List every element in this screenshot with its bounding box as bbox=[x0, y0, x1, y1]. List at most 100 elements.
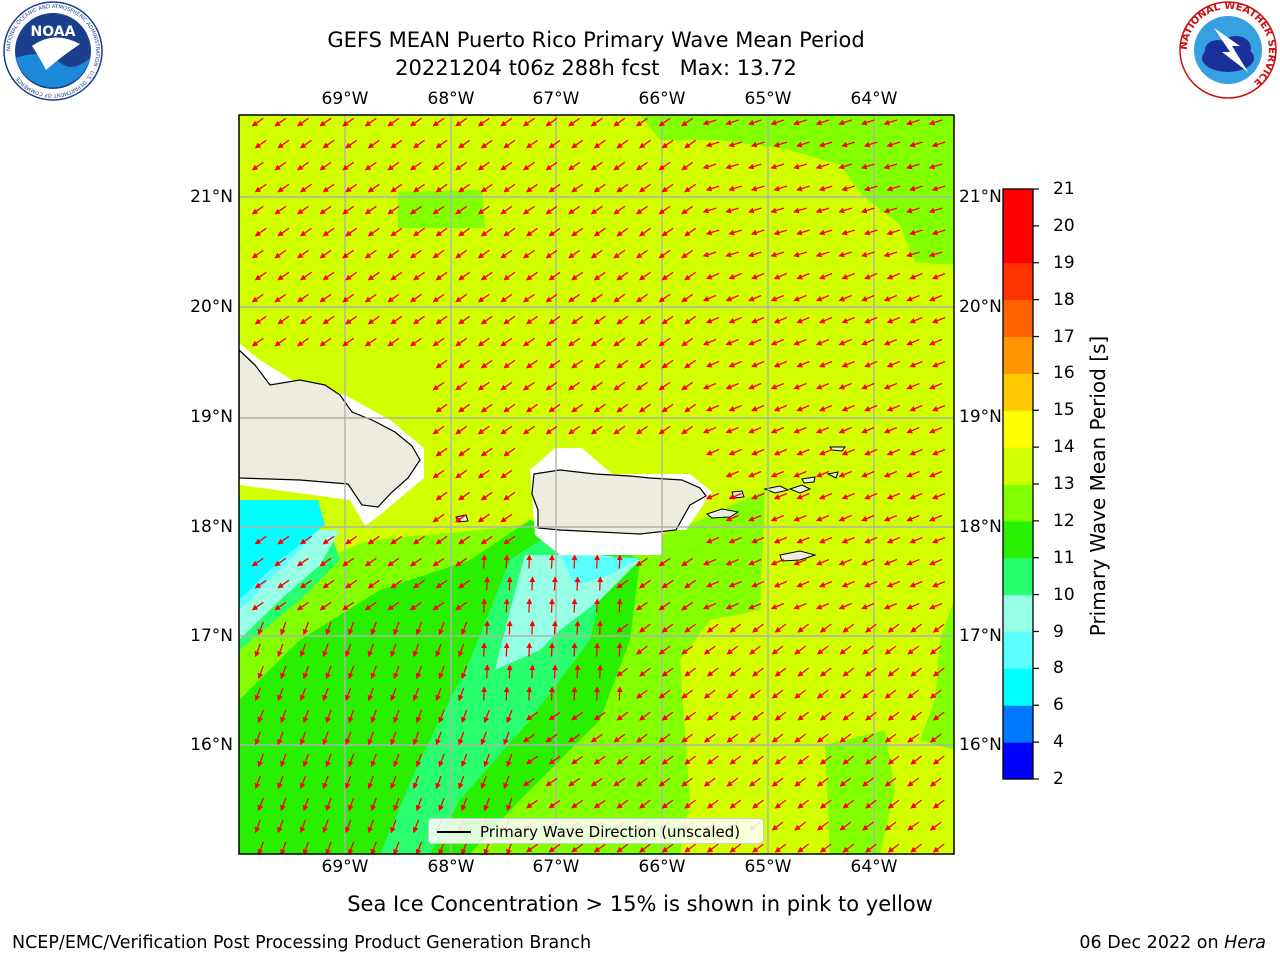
wave-direction-arrow bbox=[906, 558, 920, 566]
wave-direction-arrow bbox=[348, 797, 355, 812]
wave-direction-arrow bbox=[590, 733, 603, 743]
wave-direction-arrow bbox=[725, 558, 739, 566]
wave-direction-arrow bbox=[793, 514, 807, 522]
wave-direction-arrow bbox=[254, 183, 267, 193]
wave-direction-arrow bbox=[254, 315, 267, 325]
wave-direction-arrow bbox=[367, 687, 374, 702]
wave-direction-arrow bbox=[702, 251, 717, 258]
wave-direction-arrow bbox=[794, 689, 806, 699]
wave-direction-arrow bbox=[506, 709, 513, 724]
wave-direction-arrow bbox=[684, 183, 697, 193]
wave-direction-arrow bbox=[729, 755, 742, 765]
lat-tick-left-21: 21°N bbox=[190, 187, 233, 207]
wave-direction-arrow bbox=[932, 711, 945, 721]
wave-direction-arrow bbox=[815, 119, 830, 126]
wave-direction-arrow bbox=[639, 755, 651, 765]
wave-direction-arrow bbox=[661, 271, 674, 281]
wave-direction-arrow bbox=[797, 799, 809, 809]
wave-direction-arrow bbox=[393, 665, 400, 680]
wave-direction-arrow bbox=[658, 645, 671, 655]
wave-direction-arrow bbox=[435, 643, 442, 658]
wave-direction-arrow bbox=[681, 601, 694, 611]
colorbar-tick-8: 8 bbox=[1053, 658, 1064, 679]
wave-direction-arrow bbox=[545, 161, 558, 171]
wave-direction-arrow bbox=[503, 359, 516, 369]
wave-direction-arrow bbox=[931, 316, 946, 324]
wave-direction-arrow bbox=[522, 381, 535, 391]
wave-direction-arrow bbox=[932, 843, 945, 853]
colorbar-tick-15: 15 bbox=[1053, 400, 1075, 421]
wave-direction-arrow bbox=[797, 843, 809, 853]
wave-direction-arrow bbox=[928, 514, 943, 522]
wave-direction-arrow bbox=[274, 293, 287, 303]
wave-direction-arrow bbox=[503, 447, 516, 457]
wave-direction-arrow bbox=[774, 799, 787, 809]
wave-direction-arrow bbox=[477, 513, 490, 523]
wave-direction-arrow bbox=[819, 843, 832, 853]
wave-direction-arrow bbox=[729, 711, 742, 721]
wave-direction-arrow bbox=[412, 819, 420, 834]
wave-direction-arrow bbox=[390, 271, 403, 281]
wave-direction-arrow bbox=[864, 316, 878, 324]
wave-direction-arrow bbox=[367, 731, 374, 746]
wave-direction-arrow bbox=[748, 514, 762, 522]
wave-direction-arrow bbox=[860, 207, 875, 214]
wave-direction-arrow bbox=[299, 535, 312, 545]
wave-direction-arrow bbox=[861, 602, 875, 610]
wave-direction-arrow bbox=[480, 403, 493, 413]
lat-tick-left-16: 16°N bbox=[190, 735, 233, 755]
wave-direction-arrow bbox=[841, 141, 855, 148]
wave-direction-arrow bbox=[661, 183, 674, 193]
wave-direction-arrow bbox=[526, 598, 533, 613]
caption: Sea Ice Concentration > 15% is shown in … bbox=[347, 892, 933, 916]
map-frame bbox=[238, 114, 955, 855]
wave-direction-arrow bbox=[794, 821, 806, 831]
wave-direction-arrow bbox=[432, 293, 445, 303]
wave-direction-arrow bbox=[548, 799, 561, 809]
wave-direction-arrow bbox=[277, 775, 284, 790]
wave-direction-arrow bbox=[325, 709, 332, 724]
wave-direction-arrow bbox=[590, 293, 603, 303]
wave-direction-arrow bbox=[684, 623, 696, 633]
wave-direction-arrow bbox=[661, 667, 674, 677]
wave-direction-arrow bbox=[793, 558, 807, 566]
wave-direction-arrow bbox=[319, 117, 332, 127]
wave-direction-arrow bbox=[367, 227, 380, 237]
wave-direction-arrow bbox=[613, 117, 626, 127]
wave-direction-arrow bbox=[728, 360, 742, 368]
wave-direction-arrow bbox=[818, 404, 833, 412]
wave-direction-arrow bbox=[929, 645, 942, 655]
wave-direction-arrow bbox=[793, 382, 807, 390]
wave-direction-arrow bbox=[480, 447, 493, 457]
wave-direction-arrow bbox=[751, 404, 765, 412]
wave-direction-arrow bbox=[883, 207, 898, 214]
wave-direction-arrow bbox=[322, 643, 329, 658]
wave-direction-arrow bbox=[455, 425, 468, 435]
wave-direction-arrow bbox=[481, 642, 488, 657]
wave-direction-arrow bbox=[480, 227, 493, 237]
wave-direction-arrow bbox=[302, 709, 310, 724]
wave-direction-arrow bbox=[545, 777, 558, 787]
wave-direction-arrow bbox=[702, 338, 717, 346]
wave-direction-arrow bbox=[302, 753, 310, 768]
wave-direction-arrow bbox=[706, 623, 719, 633]
wave-direction-arrow bbox=[525, 315, 538, 325]
lat-tick-right-19: 19°N bbox=[959, 407, 1002, 427]
wave-direction-arrow bbox=[841, 272, 855, 280]
wave-direction-arrow bbox=[364, 293, 377, 303]
colorbar-tick-2: 2 bbox=[1053, 769, 1064, 789]
wave-direction-arrow bbox=[522, 425, 535, 435]
colorbar-tick-4: 4 bbox=[1053, 732, 1064, 753]
wave-direction-arrow bbox=[545, 249, 558, 259]
wave-direction-arrow bbox=[500, 425, 513, 435]
colorbar-bin-19 bbox=[1003, 225, 1033, 264]
wave-direction-arrow bbox=[681, 689, 693, 699]
wave-direction-arrow bbox=[702, 119, 717, 126]
wave-direction-arrow bbox=[773, 185, 788, 192]
wave-direction-arrow bbox=[658, 205, 671, 215]
wave-direction-arrow bbox=[342, 337, 355, 347]
wave-direction-arrow bbox=[525, 843, 538, 853]
wave-direction-arrow bbox=[435, 315, 448, 325]
wave-direction-arrow bbox=[432, 601, 445, 611]
wave-direction-arrow bbox=[432, 117, 445, 127]
